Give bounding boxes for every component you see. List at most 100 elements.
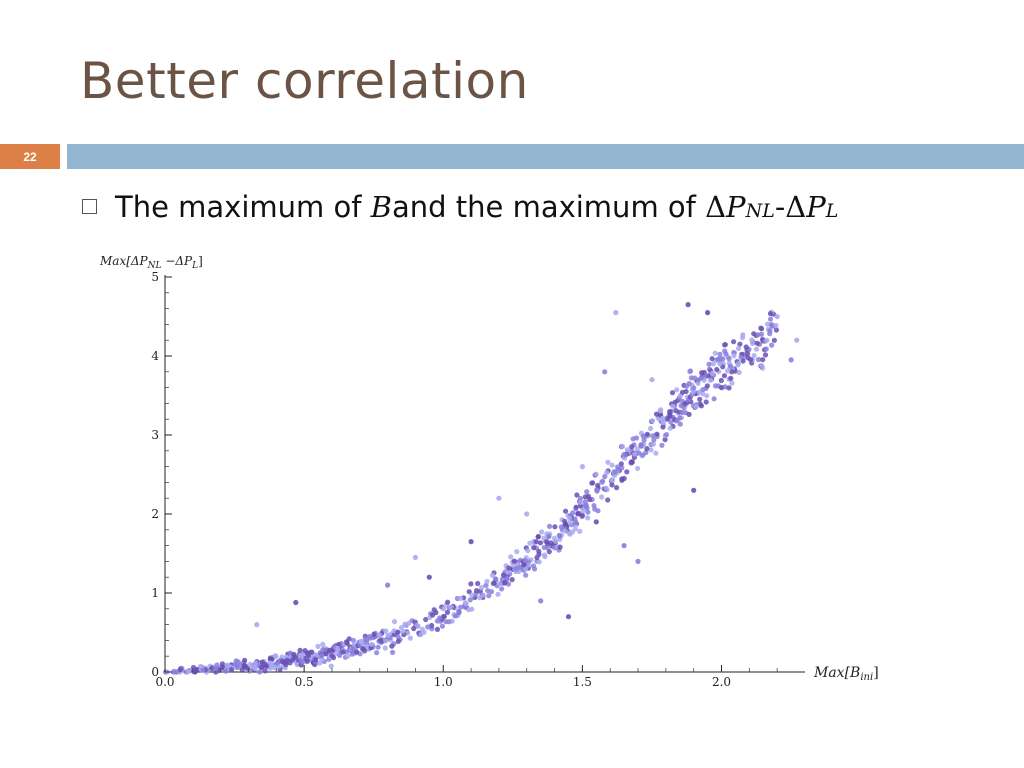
data-point <box>521 562 527 568</box>
data-point <box>251 664 257 670</box>
data-point <box>317 660 323 666</box>
data-point <box>385 582 391 588</box>
data-point <box>274 660 280 666</box>
data-point <box>767 316 774 322</box>
data-point <box>771 337 778 343</box>
data-point <box>185 669 192 675</box>
x-axis-label: Max[Bini] <box>813 665 879 683</box>
data-point <box>774 313 780 320</box>
data-point <box>717 351 723 357</box>
data-point <box>525 548 531 554</box>
data-point <box>319 653 325 659</box>
data-point <box>253 660 259 666</box>
x-tick-label: 0.5 <box>295 675 314 689</box>
y-tick-label: 1 <box>151 586 159 600</box>
data-point <box>624 447 631 453</box>
data-point <box>259 659 265 665</box>
data-point <box>527 540 533 546</box>
data-point <box>660 424 666 430</box>
y-tick-label: 5 <box>151 270 159 284</box>
data-point <box>536 548 542 554</box>
data-point <box>735 345 742 352</box>
data-point <box>635 465 641 471</box>
data-point <box>382 645 388 651</box>
data-point <box>344 640 350 646</box>
data-point <box>463 601 469 607</box>
data-point <box>769 342 775 348</box>
data-point <box>651 437 657 443</box>
data-point <box>788 357 794 363</box>
data-point <box>745 351 751 357</box>
data-point <box>304 658 310 664</box>
data-point <box>726 385 732 391</box>
data-point <box>524 511 530 517</box>
data-point <box>759 363 765 369</box>
data-point <box>354 649 360 655</box>
data-point <box>580 508 586 514</box>
data-point <box>287 660 293 666</box>
data-point <box>722 342 728 348</box>
data-point <box>279 658 286 665</box>
data-point <box>406 620 412 626</box>
data-point <box>698 403 705 409</box>
data-point <box>402 621 408 627</box>
axes <box>164 275 805 673</box>
data-point <box>502 580 508 586</box>
data-point <box>446 619 452 625</box>
data-point <box>767 328 773 334</box>
data-point <box>764 337 770 343</box>
data-point <box>468 581 474 587</box>
data-point <box>762 352 769 358</box>
data-point <box>563 508 569 514</box>
x-tick-label: 1.0 <box>434 675 453 689</box>
data-point <box>654 431 660 437</box>
data-point <box>383 638 389 644</box>
data-point <box>657 408 663 414</box>
data-point <box>773 327 780 333</box>
data-point <box>466 589 472 595</box>
data-point <box>228 667 235 673</box>
data-point <box>224 662 230 668</box>
data-point <box>653 411 660 417</box>
scatter-chart: Max[ΔPNL −ΔPL] Max[Bini] 0.0 0.5 1.0 1.5 2.0… <box>99 254 879 689</box>
data-point <box>604 470 610 476</box>
data-point <box>737 341 743 347</box>
data-point <box>748 357 754 363</box>
data-point <box>269 662 275 668</box>
data-point <box>678 403 684 409</box>
data-point <box>594 488 600 494</box>
data-point <box>705 373 712 379</box>
data-point <box>557 544 563 550</box>
data-point <box>247 661 253 667</box>
data-point <box>693 404 699 410</box>
data-point <box>701 369 707 376</box>
data-point <box>337 652 343 658</box>
data-point <box>523 566 529 572</box>
svg-text:Max[Bini]: Max[Bini] <box>813 665 879 683</box>
data-point <box>612 469 618 475</box>
data-point <box>350 646 356 652</box>
data-point <box>434 626 441 632</box>
data-point <box>425 624 431 630</box>
bullet-square-icon <box>82 199 97 214</box>
y-tick-label: 3 <box>151 428 159 442</box>
data-point <box>383 628 389 634</box>
data-point <box>400 628 406 634</box>
data-point <box>291 651 297 657</box>
data-point <box>704 393 710 399</box>
data-point <box>614 485 620 491</box>
data-point <box>591 503 597 509</box>
data-point <box>634 446 640 452</box>
data-point <box>723 351 729 357</box>
data-point <box>700 387 706 393</box>
data-point <box>426 574 432 580</box>
x-tick-label: 0.0 <box>155 675 174 689</box>
data-point <box>505 569 511 575</box>
data-point <box>644 431 650 437</box>
data-point <box>254 622 260 628</box>
data-point <box>538 598 544 604</box>
data-point <box>618 461 624 467</box>
data-point <box>468 539 474 545</box>
data-point <box>711 396 717 402</box>
data-point <box>660 420 667 426</box>
